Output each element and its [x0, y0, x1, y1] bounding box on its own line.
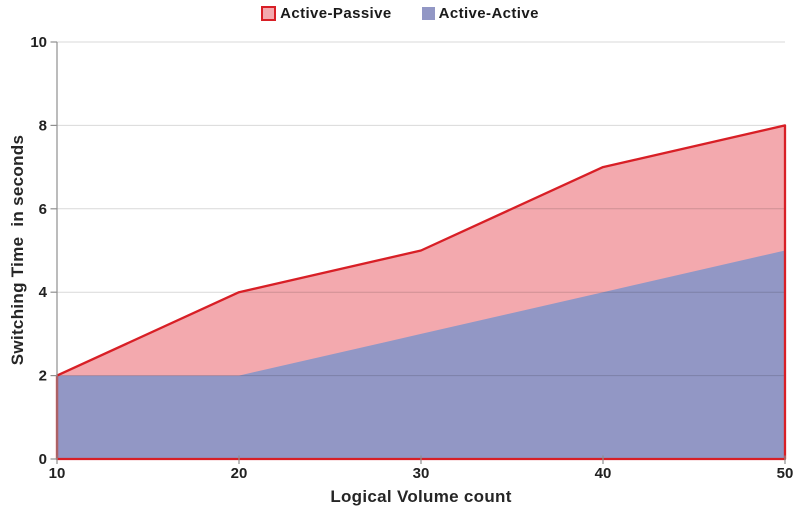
x-tick-label-20: 20 [231, 465, 248, 482]
y-tick-label-6: 6 [39, 201, 47, 218]
legend: Active-Passive Active-Active [0, 5, 800, 22]
x-tick-label-50: 50 [777, 465, 794, 482]
y-tick-label-4: 4 [39, 284, 48, 301]
legend-item-active-passive: Active-Passive [261, 5, 392, 22]
y-axis-title: Switching Time in seconds [8, 134, 27, 366]
x-tick-label-30: 30 [413, 465, 430, 482]
y-tick-label-8: 8 [39, 117, 47, 134]
legend-label-active-active: Active-Active [438, 5, 539, 22]
legend-swatch-active-passive [261, 6, 277, 21]
x-axis-title: Logical Volume count [330, 487, 512, 506]
x-tick-label-10: 10 [49, 465, 66, 482]
y-tick-label-2: 2 [39, 368, 47, 385]
area-outline-active-passive [55, 124, 787, 461]
area-active-active [57, 250, 785, 459]
legend-label-active-passive: Active-Passive [280, 5, 392, 22]
y-tick-label-10: 10 [30, 34, 47, 51]
y-tick-label-0: 0 [39, 451, 47, 468]
x-tick-label-40: 40 [595, 465, 612, 482]
legend-item-active-active: Active-Active [421, 5, 539, 22]
legend-swatch-active-active [421, 7, 435, 20]
